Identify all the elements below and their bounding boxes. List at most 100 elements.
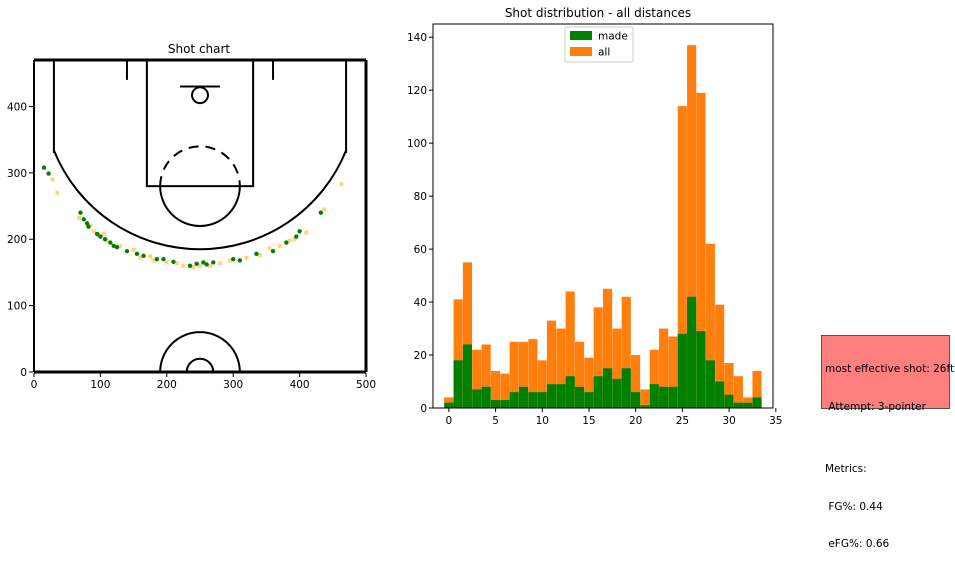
made-bar [603, 368, 613, 408]
all-bar [696, 92, 706, 409]
all-bar [649, 349, 659, 408]
y-tick-label: 20 [414, 350, 427, 362]
made-shot-point [231, 256, 236, 262]
missed-shot-point [322, 207, 327, 212]
made-shot-point [46, 171, 51, 176]
legend-all-label: all [598, 47, 610, 59]
all-bar [472, 349, 482, 408]
missed-shot-point [191, 265, 196, 270]
made-shot-point [294, 234, 299, 239]
made-bar [659, 386, 669, 408]
made-shot-point [161, 256, 166, 262]
made-shot-point [102, 237, 108, 242]
all-bar [687, 45, 697, 408]
all-bar [733, 376, 743, 408]
missed-shot-point [287, 238, 292, 243]
missed-shot-point [138, 255, 143, 260]
all-bar [462, 262, 473, 408]
all-bar [612, 328, 622, 408]
all-bar [537, 360, 547, 408]
made-shot-point [318, 210, 324, 215]
y-tick-label: 300 [7, 168, 27, 180]
made-shot-point [171, 259, 176, 265]
made-shot-point [141, 253, 146, 259]
made-shot-point [124, 248, 130, 254]
made-shot-point [204, 262, 209, 267]
all-bar [574, 341, 585, 408]
made-bar [621, 368, 631, 408]
made-bar [631, 392, 641, 408]
legend-all-swatch [570, 47, 592, 56]
missed-shot-point [77, 215, 82, 220]
y-tick-label: 60 [414, 244, 427, 256]
all-bar [528, 339, 538, 408]
made-bar [462, 344, 473, 408]
made-bar [528, 392, 538, 408]
legend-made-label: made [598, 31, 628, 43]
made-bar [518, 386, 529, 408]
made-bar [705, 360, 715, 408]
y-tick-label: 400 [7, 101, 27, 113]
center-circle-outer [159, 331, 241, 373]
made-bar [556, 384, 566, 408]
all-bar [603, 288, 613, 408]
made-shot-point [270, 248, 276, 254]
made-bar [612, 378, 622, 408]
made-shot-point [86, 224, 91, 229]
rim [191, 86, 209, 105]
missed-shot-point [50, 177, 55, 182]
effective-shot-info-box: most effective shot: 26ft Attempt: 3-poi… [821, 335, 954, 550]
made-shot-point [98, 234, 103, 239]
missed-shot-point [118, 243, 123, 248]
all-bar [640, 389, 650, 408]
all-bar [500, 373, 510, 408]
y-tick-label: 100 [7, 301, 27, 313]
all-bar [715, 304, 725, 408]
made-shot-point [111, 243, 116, 249]
free-throw-circle-top [159, 145, 241, 187]
made-bar [490, 400, 501, 408]
made-bar [724, 394, 734, 408]
legend: made all [564, 26, 634, 63]
made-shot-point [254, 251, 259, 257]
made-bar [733, 402, 743, 408]
all-bar [453, 299, 463, 408]
made-bar [640, 405, 650, 408]
made-bar [687, 296, 697, 408]
missed-shot-point [198, 263, 202, 268]
made-shot-point [297, 229, 302, 234]
all-bar [481, 344, 491, 408]
three-point-arc [52, 150, 348, 251]
all-bar [724, 362, 734, 408]
all-bar [584, 357, 594, 408]
missed-shot-point [55, 190, 60, 195]
x-tick-label: 5 [492, 415, 499, 427]
made-bar [752, 397, 762, 408]
center-circle-inner [185, 357, 215, 373]
made-shot-point [41, 165, 47, 170]
all-bar [677, 106, 687, 408]
made-shot-point [237, 258, 243, 263]
x-tick-label: 0 [31, 379, 38, 391]
x-tick-label: 200 [157, 379, 177, 391]
missed-shot-point [148, 254, 153, 259]
made-bar [509, 392, 519, 408]
y-tick-label: 0 [20, 367, 27, 379]
missed-shot-point [244, 255, 249, 260]
missed-shot-point [217, 261, 222, 266]
info-line-fg: FG%: 0.44 [825, 500, 883, 513]
histogram-axes: Shot distribution - all distances 0 5 10 15… [407, 6, 783, 427]
made-shot-point [114, 245, 120, 250]
made-bar [649, 384, 659, 408]
legend-made-swatch [570, 31, 592, 40]
shot-points [41, 165, 344, 270]
made-shot-point [81, 217, 87, 222]
missed-shot-point [207, 263, 212, 268]
y-tick-label: 40 [414, 297, 427, 309]
missed-shot-point [227, 258, 232, 263]
histogram-title: Shot distribution - all distances [505, 6, 691, 20]
histogram-frame [432, 23, 774, 409]
all-bar [444, 397, 454, 408]
paint-key [145, 59, 255, 188]
all-bar [705, 243, 715, 408]
